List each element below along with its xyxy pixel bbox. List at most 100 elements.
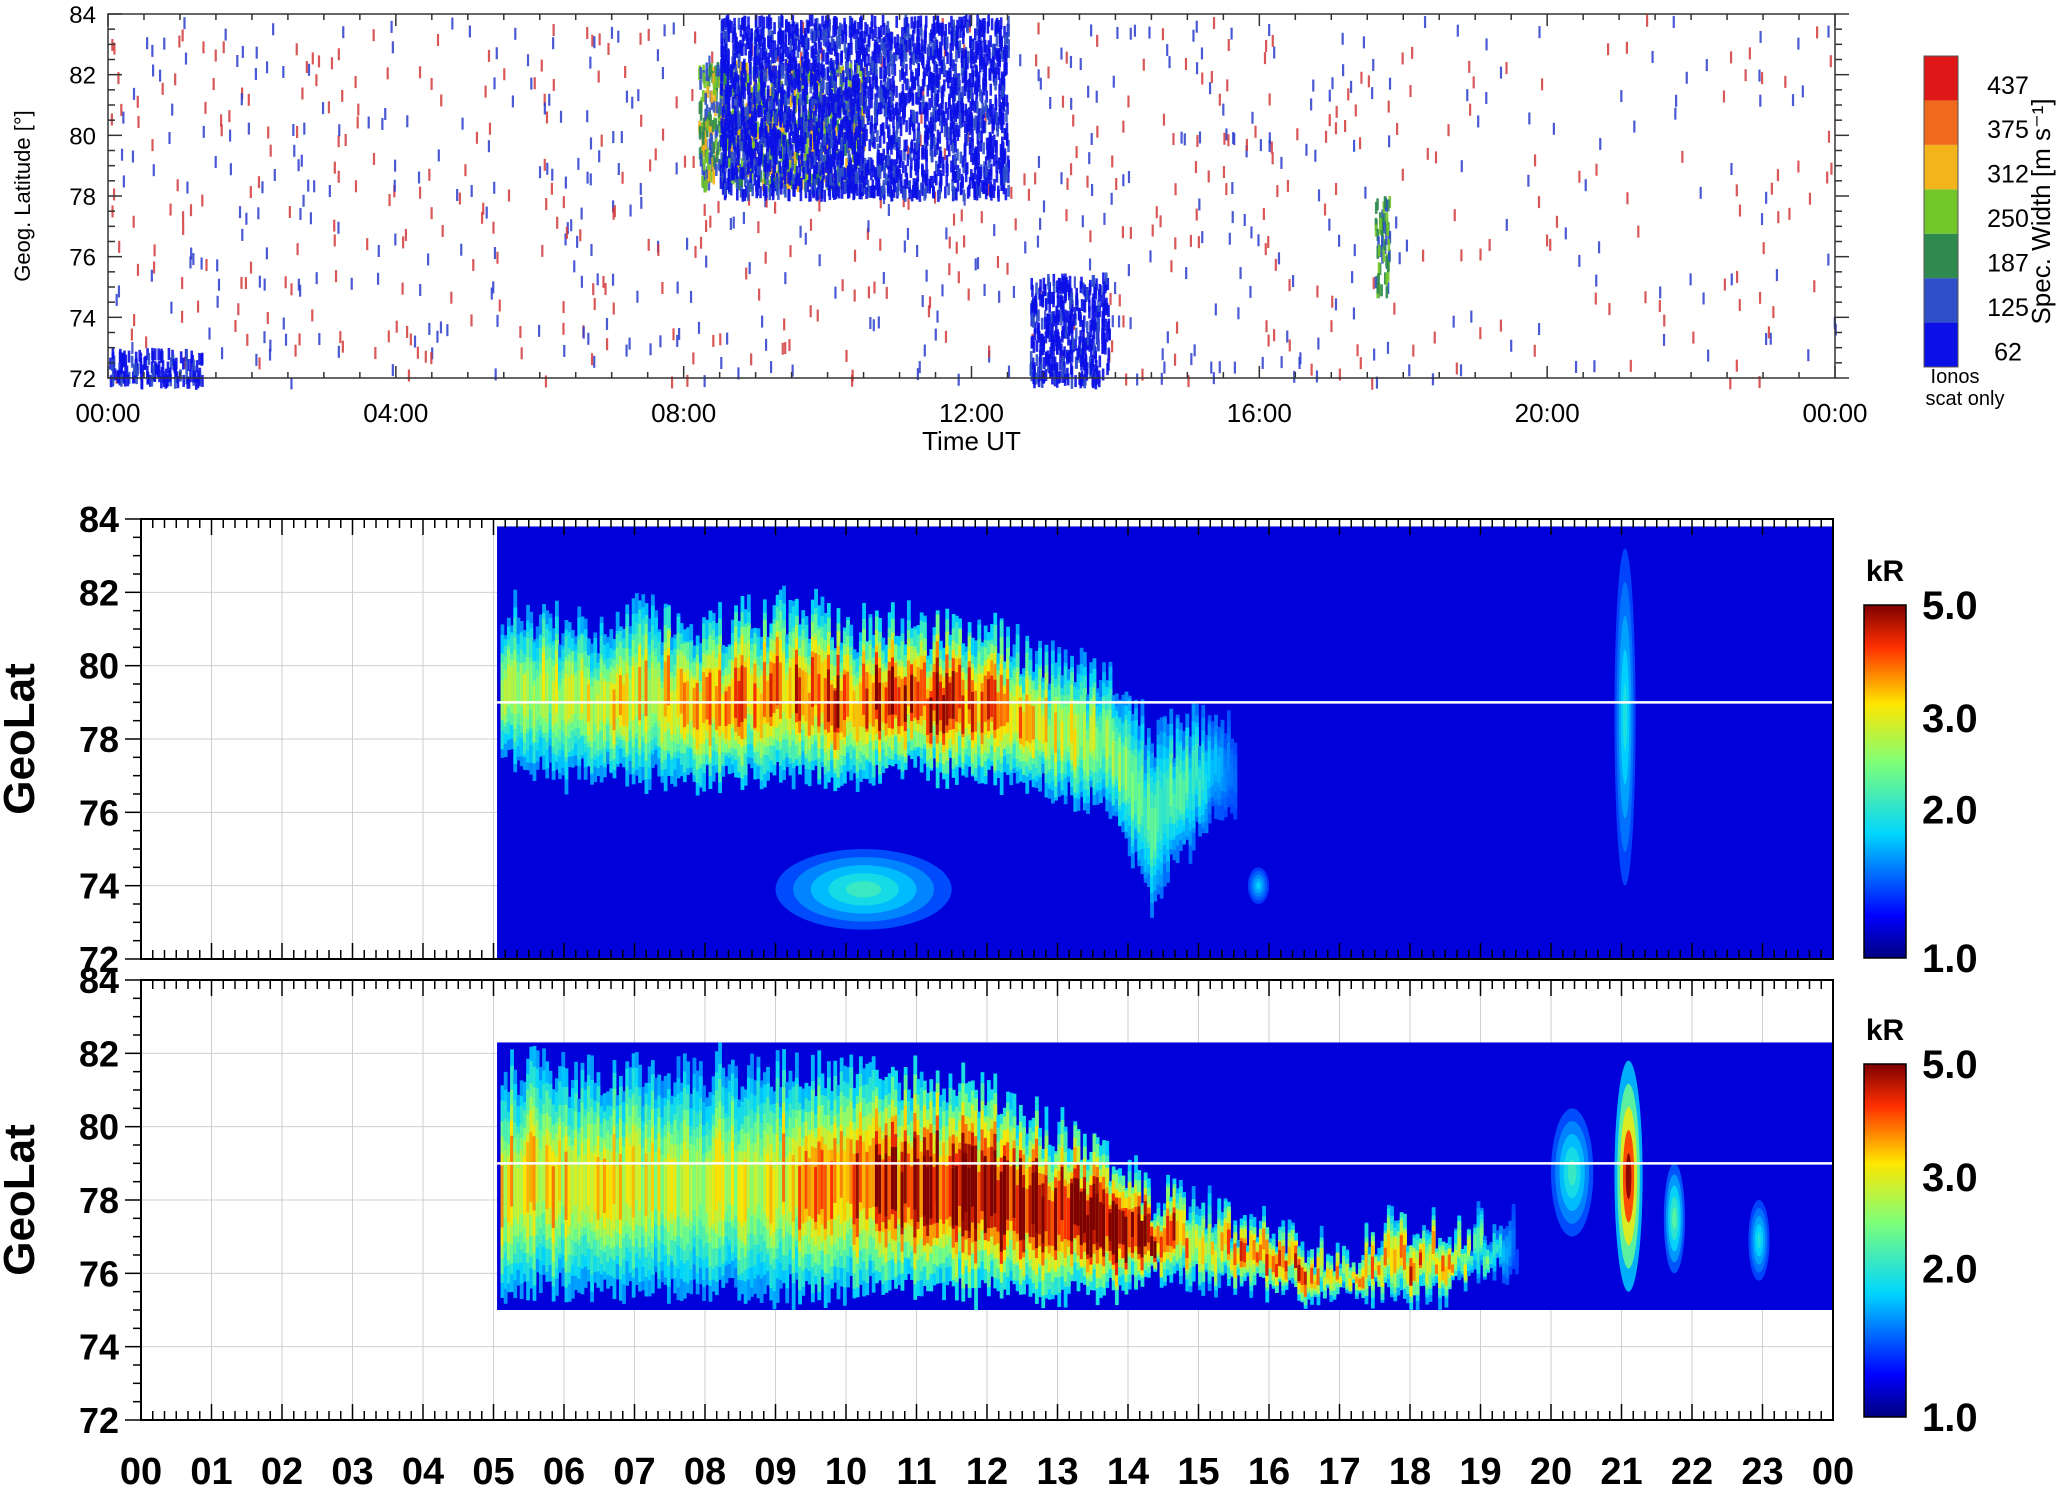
p1-feature-mark [836, 106, 840, 119]
p1-scatter-mark [409, 333, 412, 346]
p1-feature-mark [818, 70, 821, 83]
p1-feature-mark [809, 138, 812, 151]
p1-feature-mark [771, 96, 774, 109]
p1-scatter-mark [657, 243, 660, 256]
p1-scatter-mark [1265, 39, 1268, 52]
p1-feature-mark [740, 176, 743, 189]
p1-feature-mark [778, 146, 782, 159]
p1-scatter-mark [1277, 252, 1281, 265]
p1-scatter-mark [1460, 249, 1463, 262]
p1-feature-mark [902, 92, 906, 105]
p1-feature-mark [901, 27, 904, 40]
p1-feature-mark [839, 72, 843, 85]
p1-feature-mark [964, 50, 968, 63]
p1-feature-mark [1080, 299, 1084, 312]
p1-scatter-mark [697, 321, 701, 334]
p1-feature-mark [892, 107, 896, 120]
p1-feature-mark [800, 147, 804, 160]
p1-feature-mark [724, 160, 727, 173]
p1-scatter-mark [1460, 160, 1463, 173]
p1-scatter-mark [853, 289, 856, 302]
p1-feature-mark [858, 31, 862, 44]
p1-scatter-mark [1227, 38, 1230, 51]
p1-feature-mark [840, 186, 844, 199]
p1-feature-mark [786, 112, 790, 125]
p1-feature-mark [1385, 255, 1388, 268]
p1-scatter-mark [920, 111, 923, 124]
p1-scatter-mark [1019, 54, 1022, 67]
p1-scatter-mark [1276, 185, 1279, 198]
p1-scatter-mark [1807, 349, 1810, 362]
p1-scatter-mark [228, 129, 232, 142]
p1-feature-mark [810, 118, 813, 131]
p1-feature-mark [785, 153, 789, 166]
p1-feature-mark [844, 24, 848, 37]
p1-feature-mark [1036, 366, 1040, 379]
p1-scatter-mark [729, 217, 733, 230]
p1-feature-mark [963, 15, 966, 28]
p1-feature-mark [1049, 315, 1053, 328]
p1-feature-mark [1060, 294, 1063, 307]
p1-scatter-mark [993, 224, 996, 237]
p1-feature-mark [1083, 339, 1086, 352]
p1-feature-mark [713, 117, 716, 130]
p1-scatter-mark [1195, 62, 1199, 75]
p1-feature-mark [1091, 304, 1094, 317]
p1-feature-mark [806, 162, 809, 175]
p1-feature-mark [984, 79, 988, 92]
p1-feature-mark [853, 64, 857, 77]
p1-feature-mark [846, 89, 849, 102]
p1-feature-mark [781, 84, 784, 97]
p1-feature-mark [971, 129, 974, 142]
p1-scatter-mark [1387, 100, 1390, 113]
p1-scatter-mark [1036, 235, 1040, 248]
p1-scatter-mark [115, 293, 118, 306]
p1-feature-mark [746, 105, 750, 118]
p1-feature-mark [802, 167, 805, 180]
p1-feature-mark [721, 18, 724, 31]
p1-feature-mark [862, 129, 865, 142]
p1-feature-mark [846, 115, 849, 128]
p1-feature-mark [1107, 305, 1110, 318]
p1-feature-mark [1101, 342, 1104, 355]
p1-scatter-mark [1401, 52, 1404, 65]
p1-scatter-mark [816, 309, 819, 322]
p1-scatter-mark [1148, 26, 1151, 39]
p1-scatter-mark [605, 338, 609, 351]
p1-feature-mark [1045, 323, 1048, 336]
p1-scatter-mark [1039, 77, 1042, 90]
p1-scatter-mark [1286, 179, 1290, 192]
p1-feature-mark [755, 53, 759, 66]
p1-feature-mark [732, 86, 735, 99]
p1-scatter-mark [395, 320, 398, 333]
p1-feature-mark [938, 23, 941, 36]
p1-feature-mark [955, 188, 958, 201]
p1-feature-mark [1074, 375, 1077, 388]
p1-scatter-mark [1037, 22, 1040, 35]
p1-feature-mark [1095, 360, 1098, 373]
p1-feature-mark [1001, 49, 1004, 62]
p1-feature-mark [755, 186, 759, 199]
p1-feature-mark [860, 145, 863, 158]
p1-scatter-mark [1447, 124, 1450, 137]
p1-scatter-mark [1073, 276, 1076, 289]
p1-feature-mark [828, 179, 831, 192]
p1-feature-mark [971, 65, 974, 78]
p1-feature-mark [804, 56, 807, 69]
p1-scatter-mark [461, 117, 464, 130]
p1-scatter-mark [1765, 191, 1768, 204]
p1-scatter-mark [1012, 285, 1016, 298]
p1-feature-mark [826, 26, 830, 39]
p1-feature-mark [969, 87, 973, 100]
p1-feature-mark [926, 84, 930, 97]
p1-scatter-mark [282, 317, 285, 330]
p1-feature-mark [888, 31, 892, 44]
p1-scatter-mark [1765, 333, 1768, 346]
p1-feature-mark [848, 68, 852, 81]
p1-scatter-mark [672, 328, 675, 341]
p1-feature-mark [1001, 111, 1004, 124]
p1-feature-mark [975, 147, 979, 160]
p1-feature-mark [837, 186, 841, 199]
p1-scatter-mark [297, 159, 300, 172]
p1-feature-mark [933, 86, 937, 99]
